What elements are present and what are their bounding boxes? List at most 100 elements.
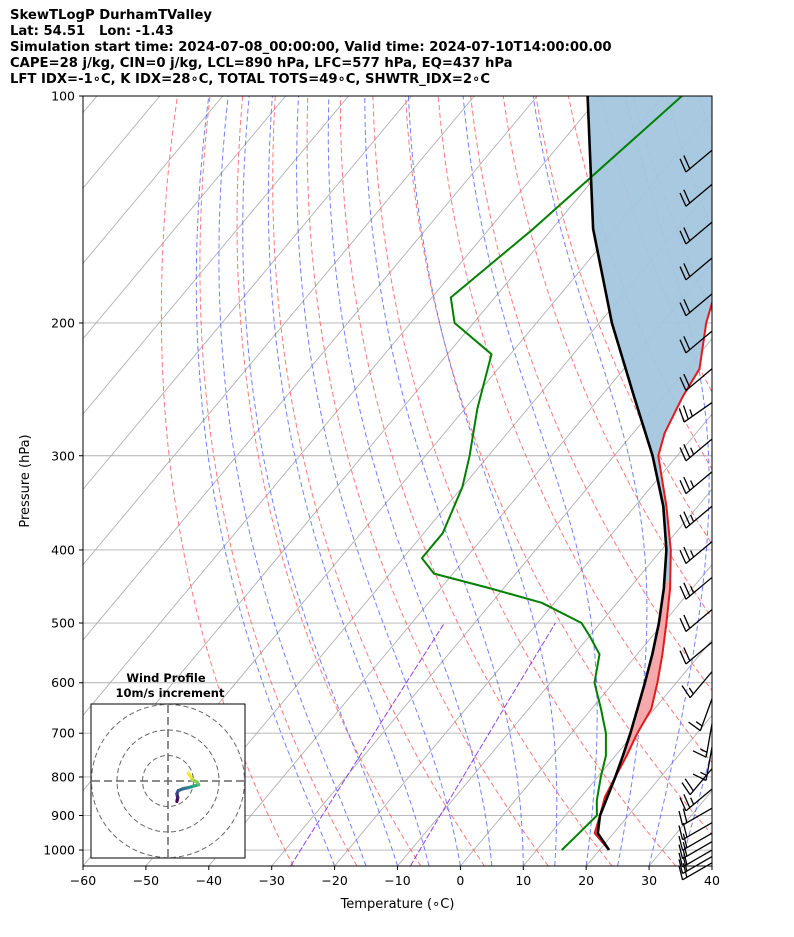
wind-barb-flag [679, 230, 687, 245]
parcel-profile-line [586, 96, 668, 851]
wind-barb-flag [678, 844, 684, 859]
wind-barb [679, 183, 713, 207]
stability-indices: LFT IDX=-1∘C, K IDX=28∘C, TOTAL TOTS=49∘… [10, 72, 491, 87]
moist-adiabat-line [532, 96, 648, 866]
y-tick-label: 600 [51, 675, 75, 690]
wind-barb [692, 723, 713, 758]
wind-barb-flag [682, 833, 688, 848]
cape-shading [587, 96, 712, 582]
wind-barb [692, 746, 713, 782]
x-tick-label: 40 [704, 873, 720, 888]
station-coordinates: Lat: 54.51 Lon: -1.43 [10, 24, 174, 39]
dry-adiabat-line [199, 96, 358, 866]
x-axis: −60 −50 −40 −30 −20 −10 0 10 20 30 40 [70, 866, 720, 888]
x-tick-label: −40 [196, 873, 222, 888]
wind-barb-flag [681, 685, 691, 699]
wind-barb-flag [678, 865, 684, 881]
x-tick-label: 20 [578, 873, 594, 888]
dry-adiabat-line [764, 96, 794, 866]
wind-barb-flag [678, 810, 684, 826]
dry-adiabat-line [372, 96, 677, 866]
y-tick-label: 200 [51, 315, 75, 330]
y-tick-label: 300 [51, 448, 75, 463]
wind-barb-flag [683, 298, 691, 313]
wind-barb-flag [692, 750, 707, 758]
wind-barb-flag [682, 808, 688, 823]
wind-barb [678, 402, 713, 423]
wind-barb-flag [683, 546, 691, 561]
wind-barb-flag [683, 373, 691, 388]
wind-barb-flag [678, 825, 684, 840]
wind-barb-flag [683, 227, 691, 242]
convective-parameters: CAPE=28 j/kg, CIN=0 j/kg, LCL=890 hPa, L… [10, 56, 513, 71]
isotherm-line [83, 96, 349, 415]
moist-adiabat-line [462, 96, 598, 866]
hodograph-plot [91, 704, 245, 858]
wind-barb [678, 822, 713, 841]
x-axis-label: Temperature (∘C) [340, 897, 455, 912]
wind-barb-flag [678, 852, 684, 868]
wind-barb-half-flag [690, 480, 695, 488]
isotherm-line [711, 865, 712, 866]
dewpoint-profile-line [420, 96, 683, 851]
wind-barb-flag [679, 549, 687, 564]
wind-barb-flag [679, 797, 687, 812]
x-tick-label: −20 [321, 873, 347, 888]
wind-barb-half-flag [690, 585, 695, 594]
isotherm-line [83, 96, 286, 340]
chart-title: SkewTLogP DurhamTValley [10, 8, 213, 23]
wind-barb-flag [683, 794, 691, 808]
wind-barb [679, 293, 713, 317]
wind-barb [679, 505, 713, 529]
dry-adiabat-line [339, 96, 613, 866]
wind-barb-flag [679, 585, 687, 600]
moist-adiabat-line [267, 96, 430, 866]
isotherm-line [83, 96, 224, 265]
wind-barb-flag [679, 617, 687, 632]
moist-adiabat-line [408, 96, 558, 866]
hodograph-trace-segment [186, 771, 193, 779]
isotherm-line [585, 714, 712, 866]
y-tick-label: 100 [51, 89, 75, 104]
dry-adiabat-line [405, 96, 712, 836]
moist-adiabat-line [625, 96, 710, 866]
dry-adiabat-line [698, 96, 712, 138]
x-tick-label: 30 [641, 873, 657, 888]
dry-adiabat-line [470, 96, 712, 692]
wind-barb [688, 698, 713, 732]
wind-barb-flag [683, 511, 691, 526]
moist-adiabat-line [711, 864, 712, 866]
wind-barb-flag [683, 476, 691, 491]
moist-adiabat-line [364, 96, 524, 866]
wind-barb-half-flag [700, 771, 708, 777]
y-tick-label: 800 [51, 769, 75, 784]
y-axis: 1000 900 800 700 600 500 400 300 200 100 [43, 89, 83, 858]
y-tick-label: 400 [51, 542, 75, 557]
wind-barb [679, 438, 713, 462]
x-tick-label: 0 [456, 873, 464, 888]
wind-barb-flag [679, 514, 687, 529]
wind-barb-half-flag [700, 748, 708, 753]
x-tick-label: −60 [70, 873, 96, 888]
wind-barb-flag [678, 408, 685, 423]
wind-barb-flag [682, 856, 688, 872]
isotherm-line [271, 337, 712, 866]
wind-barb [679, 576, 713, 600]
y-tick-label: 1000 [43, 843, 75, 858]
y-tick-label: 500 [51, 616, 75, 631]
wind-barb [679, 330, 713, 354]
wind-barb-flag [679, 302, 687, 317]
wind-barb-flag [679, 480, 687, 494]
mixing-ratio-line [409, 622, 556, 866]
wind-barb [679, 788, 713, 812]
y-tick-label: 900 [51, 808, 75, 823]
cape-cin-fills [587, 96, 712, 850]
hodograph-title: Wind Profile [126, 671, 206, 685]
wind-barb-flag [688, 721, 701, 732]
dry-adiabat-line [236, 96, 422, 866]
wind-barb [679, 541, 713, 565]
x-tick-label: 10 [515, 873, 531, 888]
dry-adiabat-line [731, 96, 794, 866]
isotherm-line [83, 96, 538, 641]
wind-barb [679, 221, 713, 245]
